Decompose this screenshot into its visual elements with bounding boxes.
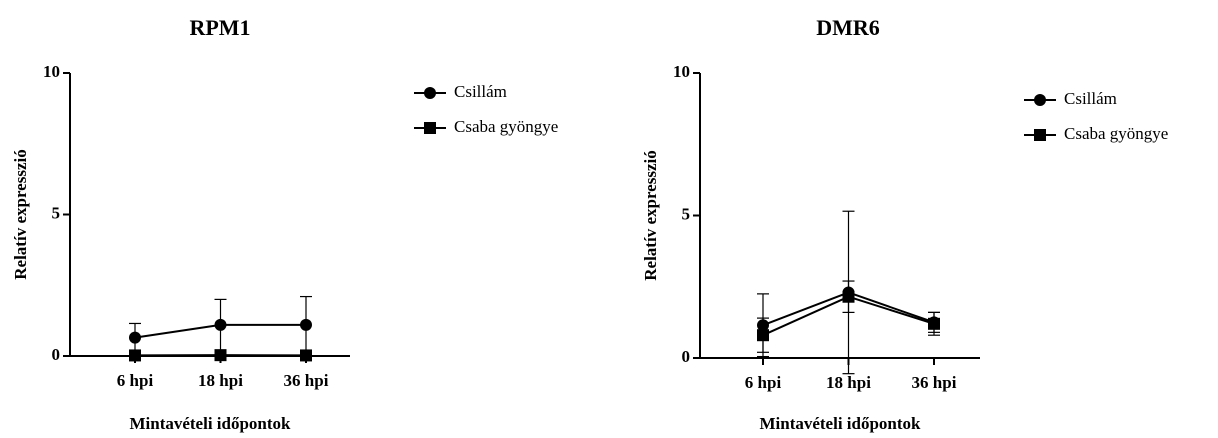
x-tick-label: 6 hpi <box>745 373 782 392</box>
x-tick-label: 6 hpi <box>117 371 154 390</box>
chart-title: DMR6 <box>816 15 880 40</box>
y-tick-label: 10 <box>673 62 690 81</box>
legend-marker <box>424 87 436 99</box>
legend-marker <box>424 122 436 134</box>
chart-title: RPM1 <box>189 15 250 40</box>
x-tick-label: 36 hpi <box>284 371 329 390</box>
y-axis-label: Relatív expresszió <box>11 149 30 279</box>
y-tick-label: 0 <box>682 347 691 366</box>
legend-marker <box>1034 129 1046 141</box>
point <box>842 290 855 303</box>
y-tick-label: 10 <box>43 62 60 81</box>
legend-label: Csaba gyöngye <box>454 117 558 136</box>
point <box>214 349 227 362</box>
y-tick-label: 0 <box>52 345 61 364</box>
point <box>300 318 312 331</box>
y-tick-label: 5 <box>52 203 61 222</box>
point <box>757 329 769 342</box>
y-tick-label: 5 <box>682 204 691 223</box>
x-tick-label: 18 hpi <box>198 371 243 390</box>
point <box>214 318 227 331</box>
legend-label: Csaba gyöngye <box>1064 124 1168 143</box>
point <box>928 317 940 330</box>
legend-marker <box>1034 94 1046 106</box>
x-tick-label: 18 hpi <box>826 373 871 392</box>
point <box>300 349 312 362</box>
y-axis-label: Relatív expresszió <box>641 150 660 280</box>
x-tick-label: 36 hpi <box>912 373 957 392</box>
legend-label: Csillám <box>454 82 507 101</box>
point <box>129 331 141 344</box>
x-axis-label: Mintavételi időpontok <box>129 414 291 433</box>
point <box>129 349 141 362</box>
x-axis-label: Mintavételi időpontok <box>759 414 921 433</box>
legend-label: Csillám <box>1064 89 1117 108</box>
